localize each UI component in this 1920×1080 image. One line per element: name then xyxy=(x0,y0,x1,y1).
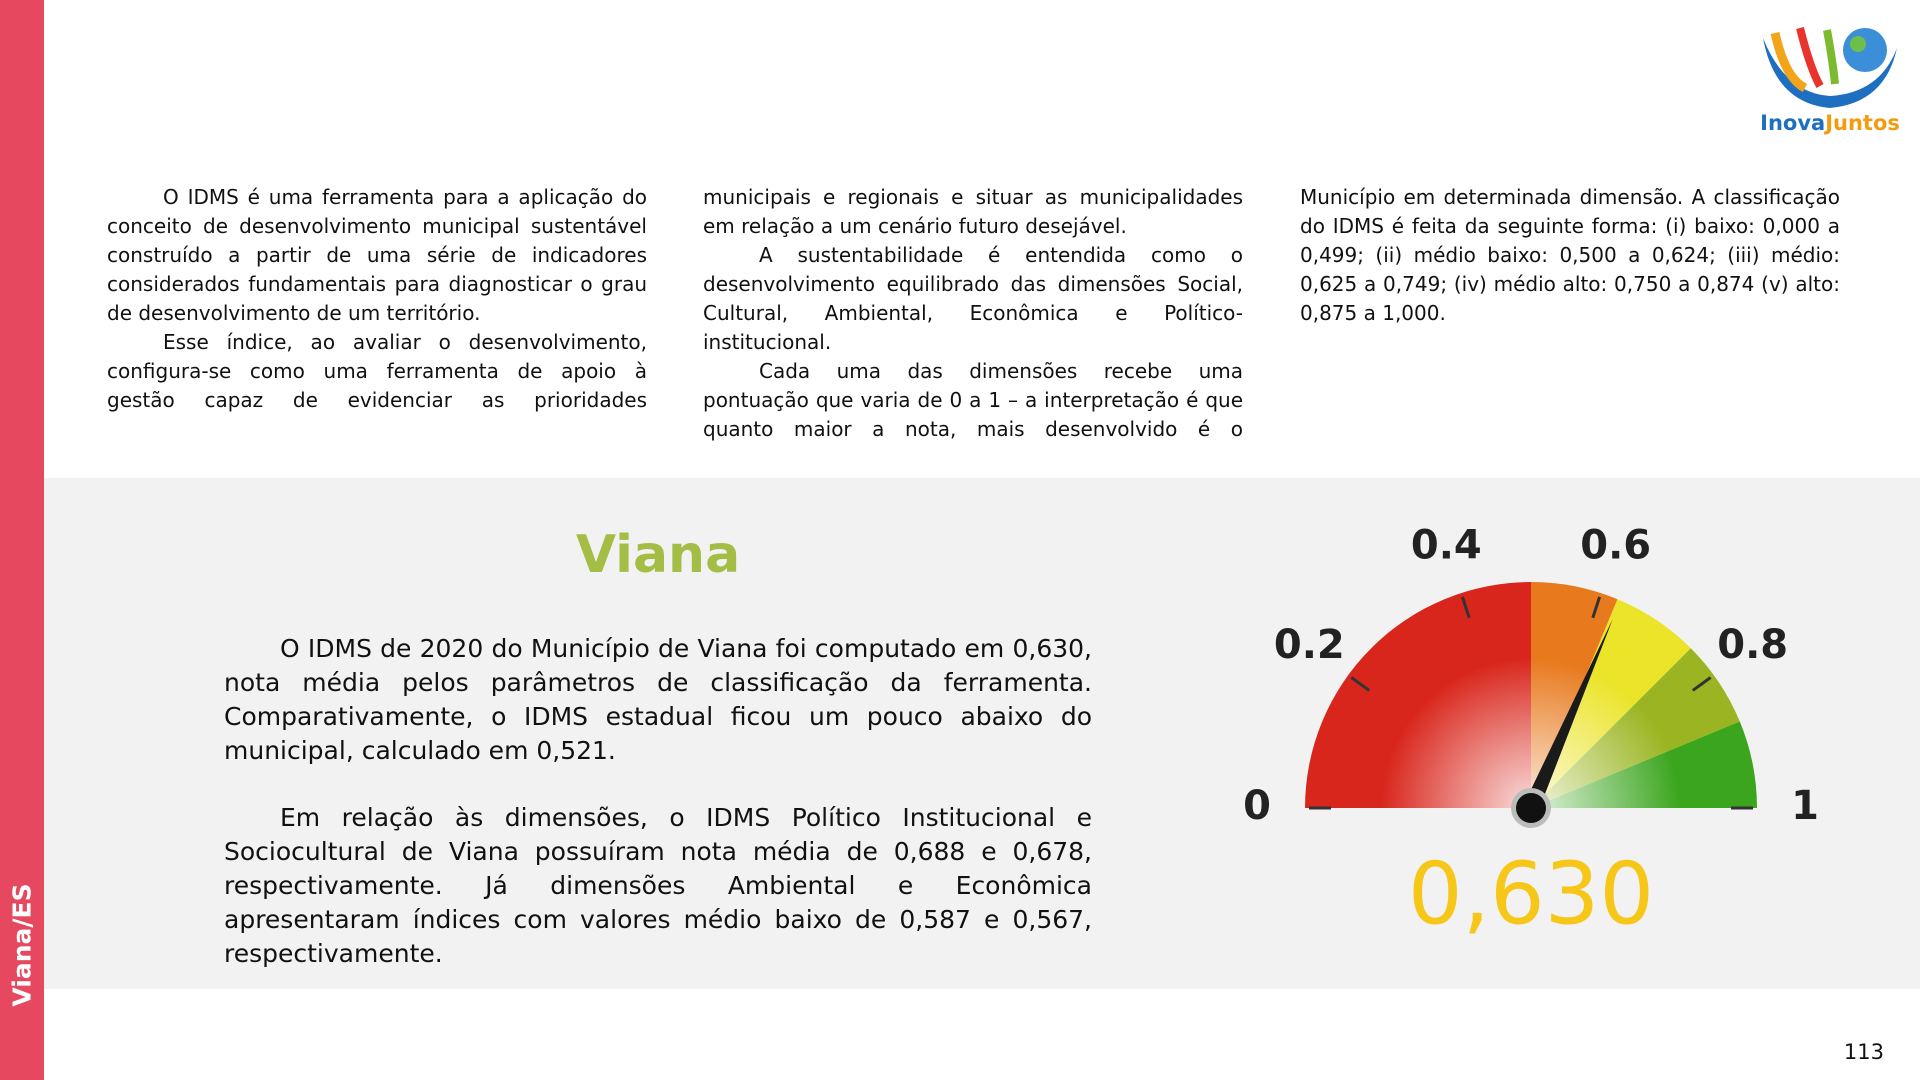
section-title: Viana xyxy=(575,525,741,585)
gauge-tick xyxy=(1460,596,1471,619)
gauge-tick-label: 0.4 xyxy=(1411,522,1482,568)
gauge-tick-label: 0.2 xyxy=(1274,622,1345,668)
paragraph: A sustentabilidade é entendida como o de… xyxy=(703,243,1243,354)
gauge-tick-label: 0.8 xyxy=(1717,622,1788,668)
logo-text: InovaJuntos xyxy=(1760,111,1900,135)
paragraph: Em relação às dimensões, o IDMS Político… xyxy=(224,803,1092,968)
gauge-tick xyxy=(1350,676,1371,692)
text-column: municipais e regionais e situar as munic… xyxy=(703,183,1243,444)
page-number: 113 xyxy=(1843,1040,1884,1064)
section-body: O IDMS de 2020 do Município de Viana foi… xyxy=(224,632,1092,1004)
sidebar: Viana/ES xyxy=(0,0,44,1080)
logo-figure xyxy=(1770,32,1808,93)
paragraph: Esse índice, ao avaliar o desenvolviment… xyxy=(107,330,647,412)
logo-globe xyxy=(1850,36,1866,52)
paragraph: O IDMS de 2020 do Município de Viana foi… xyxy=(224,634,1092,765)
paragraph: municipais e regionais e situar as munic… xyxy=(703,185,1243,238)
logo-figure xyxy=(1796,27,1824,88)
gauge: 0 0.2 0.4 0.6 0.8 1 0,630 xyxy=(1243,522,1819,944)
gauge-needle xyxy=(1523,618,1613,812)
paragraph: Município em determinada dimensão. A cla… xyxy=(1300,185,1840,325)
logo-globe xyxy=(1843,28,1887,72)
logo-text-part: Inova xyxy=(1760,111,1825,135)
text-column: O IDMS é uma ferramenta para a aplicação… xyxy=(107,183,647,415)
sidebar-label: Viana/ES xyxy=(7,883,37,1007)
gauge-tick-label: 0.6 xyxy=(1580,522,1651,568)
gauge-tick-label: 1 xyxy=(1791,783,1819,829)
logo-figure xyxy=(1823,29,1839,85)
gauge-hub xyxy=(1516,793,1546,823)
paragraph: O IDMS é uma ferramenta para a aplicação… xyxy=(107,185,647,325)
logo: InovaJuntos xyxy=(1760,27,1900,135)
gauge-value: 0,630 xyxy=(1408,844,1654,944)
text-column: Município em determinada dimensão. A cla… xyxy=(1300,183,1840,328)
logo-swoosh xyxy=(1763,38,1897,108)
logo-text-part: Juntos xyxy=(1823,111,1900,135)
gauge-glow xyxy=(1305,582,1757,808)
gauge-tick xyxy=(1691,676,1712,692)
gauge-tick xyxy=(1591,596,1602,619)
paragraph: Cada uma das dimensões recebe uma pontua… xyxy=(703,359,1243,441)
gauge-tick-label: 0 xyxy=(1243,783,1271,829)
